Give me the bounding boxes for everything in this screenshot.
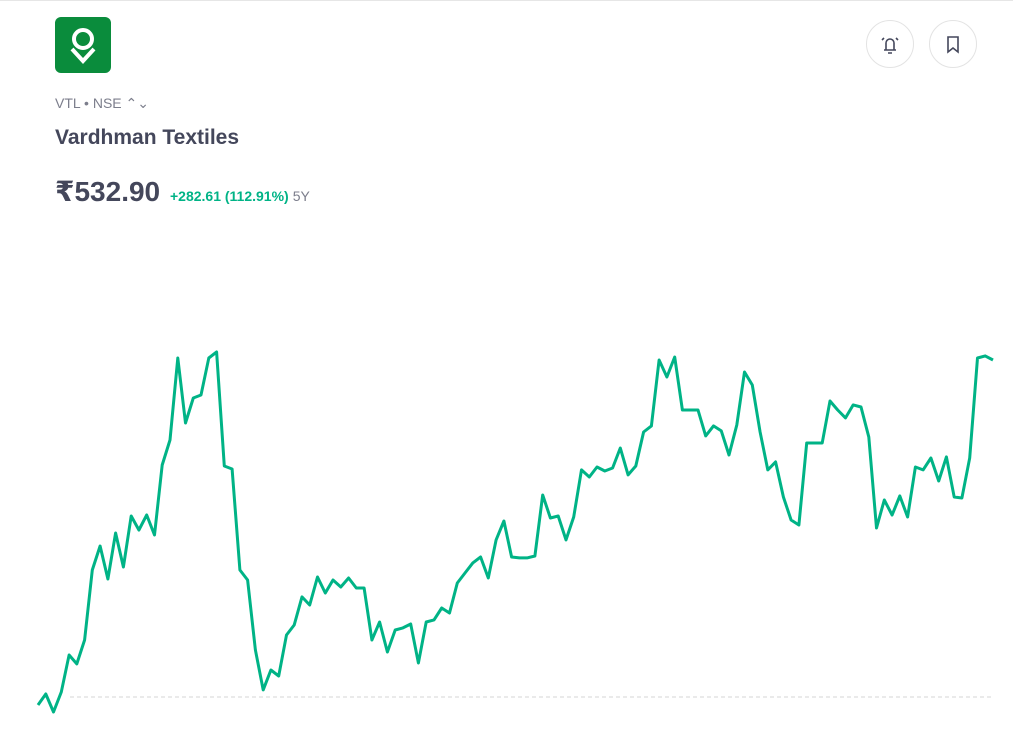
watchlist-button[interactable]: [929, 20, 977, 68]
company-name: Vardhman Textiles: [55, 126, 240, 149]
price-line: [36, 350, 994, 714]
bell-icon: [881, 37, 899, 54]
company-logo: [55, 17, 111, 73]
top-border: [0, 0, 1013, 1]
bookmark-icon: [947, 36, 959, 54]
exchange: NSE: [92, 95, 122, 111]
change-line: +282.61 (112.91%) 5Y: [170, 188, 310, 204]
ticker: VTL: [55, 95, 81, 111]
price: ₹532.90: [55, 176, 161, 207]
change: +282.61 (112.91%): [170, 188, 289, 204]
logo-icon: [70, 28, 96, 64]
period: 5Y: [292, 188, 310, 204]
alert-button[interactable]: [866, 20, 914, 68]
ticker-line[interactable]: VTL • NSE ⌃⌄: [55, 95, 149, 111]
